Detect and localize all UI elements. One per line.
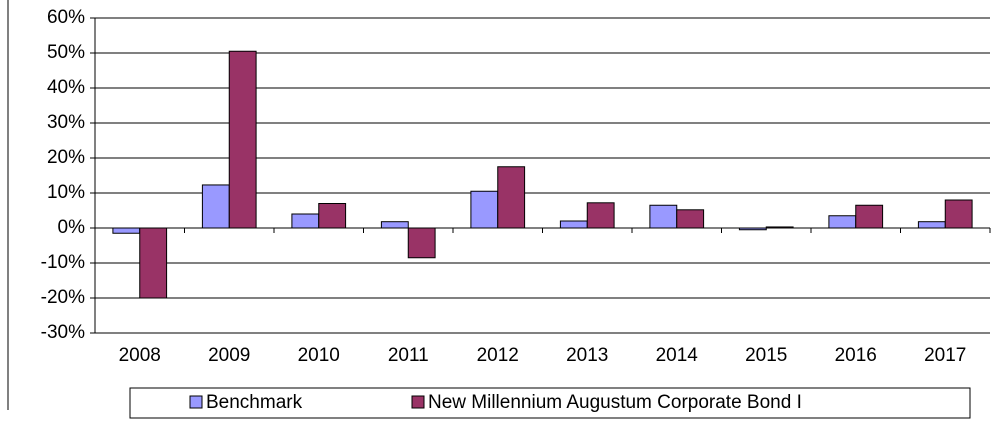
y-tick-label: -10% [41, 252, 85, 273]
bar [828, 215, 857, 229]
y-tick-label: -20% [41, 287, 85, 308]
legend-swatch [411, 395, 425, 409]
y-tick-label: 40% [47, 77, 85, 98]
bar [649, 204, 678, 229]
x-tick-label: 2017 [924, 345, 966, 366]
y-tick-label: 50% [47, 42, 85, 63]
bar [318, 203, 347, 229]
bar [139, 227, 168, 299]
bar [112, 227, 141, 234]
y-tick-label: 10% [47, 182, 85, 203]
y-tick-label: 0% [58, 217, 86, 238]
bar [201, 184, 230, 229]
bar [917, 221, 946, 229]
x-tick-label: 2011 [388, 345, 429, 366]
y-tick-label: -30% [41, 322, 85, 343]
y-tick-label: 20% [47, 147, 85, 168]
x-tick-label: 2009 [208, 345, 250, 366]
legend-label: New Millennium Augustum Corporate Bond I [428, 392, 802, 413]
legend-label: Benchmark [206, 392, 303, 413]
x-tick-label: 2012 [477, 345, 519, 366]
bar [380, 221, 409, 229]
y-tick-label: 30% [47, 112, 85, 133]
legend-swatch [189, 395, 203, 409]
x-tick-label: 2015 [745, 345, 787, 366]
x-tick-label: 2014 [656, 345, 699, 366]
bar [586, 202, 615, 229]
bar [944, 199, 973, 229]
x-tick-label: 2010 [298, 345, 340, 366]
bar [559, 220, 588, 229]
bar [676, 209, 705, 229]
bar [407, 227, 436, 259]
legend-box [129, 387, 971, 419]
bar [470, 190, 499, 229]
x-tick-label: 2008 [119, 345, 161, 366]
bar [228, 50, 257, 229]
bar [291, 213, 320, 229]
bar [497, 166, 526, 229]
x-tick-label: 2013 [566, 345, 608, 366]
bar [855, 204, 884, 229]
x-tick-label: 2016 [835, 345, 877, 366]
y-tick-label: 60% [47, 7, 85, 28]
